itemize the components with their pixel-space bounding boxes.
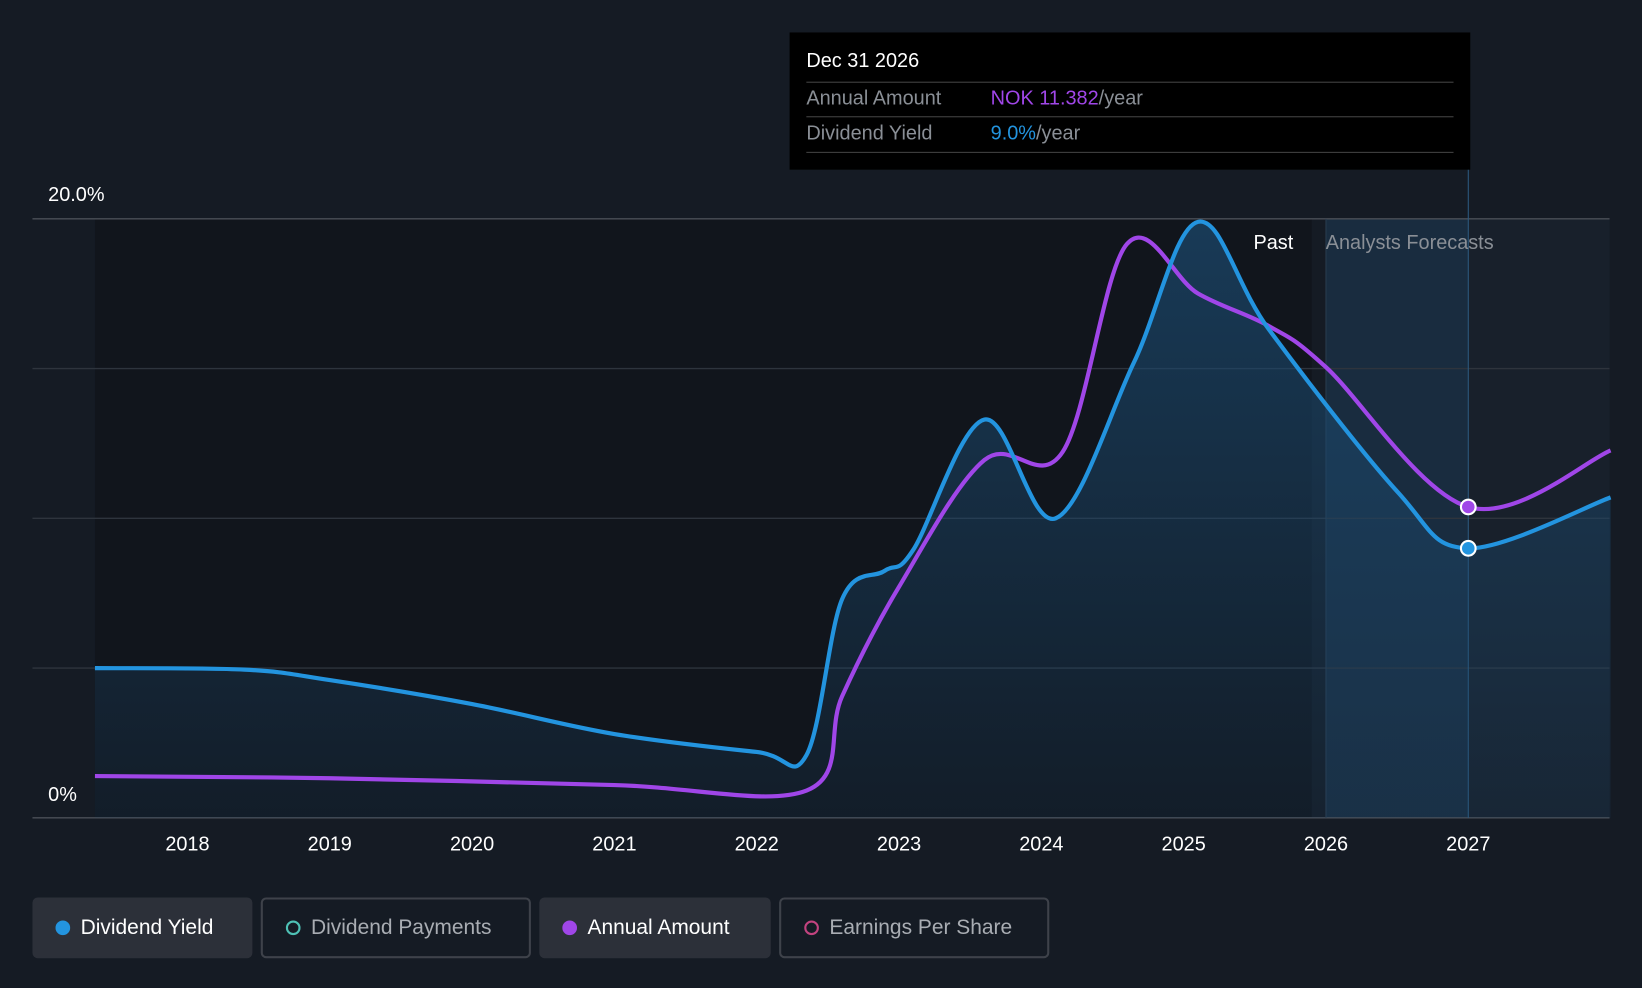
legend-dividend-yield[interactable]: Dividend Yield	[32, 897, 253, 959]
legend: Dividend Yield Dividend Payments Annual …	[32, 897, 1050, 959]
dividend-yield-line	[94, 219, 1612, 769]
x-tick-label: 2026	[1304, 833, 1348, 855]
dividend-yield-area	[94, 221, 1611, 818]
past-label: Past	[1254, 232, 1294, 254]
ring-icon	[285, 920, 301, 936]
legend-earnings-per-share[interactable]: Earnings Per Share	[779, 897, 1050, 959]
y-tick-label: 20.0%	[48, 184, 104, 206]
legend-label: Dividend Payments	[311, 915, 492, 939]
x-tick-label: 2027	[1446, 833, 1490, 855]
legend-label: Earnings Per Share	[829, 915, 1013, 939]
tooltip-row-dividend-yield: Dividend Yield 9.0%/year	[806, 116, 1454, 151]
x-tick-label: 2023	[877, 833, 921, 855]
dividend-yield-marker	[1459, 539, 1477, 557]
tooltip-label: Dividend Yield	[806, 122, 933, 145]
x-tick-label: 2025	[1162, 833, 1206, 855]
legend-annual-amount[interactable]: Annual Amount	[539, 897, 771, 959]
x-tick-label: 2022	[735, 833, 779, 855]
legend-dividend-payments[interactable]: Dividend Payments	[260, 897, 531, 959]
ring-icon	[804, 920, 819, 936]
legend-label: Dividend Yield	[80, 915, 214, 939]
tooltip-suffix: /year	[1098, 87, 1143, 110]
y-tick-label: 0%	[48, 784, 77, 806]
tooltip-date: Dec 31 2026	[806, 50, 920, 73]
annual-amount-line	[94, 235, 1612, 799]
tooltip-value: 9.0%	[990, 122, 1037, 145]
tooltip-row-annual-amount: Annual Amount NOK 11.382/year	[806, 81, 1454, 117]
legend-label: Annual Amount	[587, 915, 730, 939]
tooltip: Dec 31 2026 Annual Amount NOK 11.382/yea…	[789, 32, 1471, 170]
dot-icon	[55, 920, 71, 936]
x-tick-label: 2024	[1019, 833, 1063, 855]
x-tick-label: 2018	[165, 833, 209, 855]
x-tick-label: 2020	[450, 833, 494, 855]
tooltip-value: NOK 11.382	[990, 87, 1099, 110]
tooltip-suffix: /year	[1036, 122, 1081, 145]
x-tick-label: 2019	[308, 833, 352, 855]
dot-icon	[562, 920, 578, 936]
annual-amount-marker	[1459, 498, 1477, 516]
x-tick-label: 2021	[592, 833, 636, 855]
forecast-label: Analysts Forecasts	[1326, 232, 1494, 254]
tooltip-label: Annual Amount	[806, 87, 942, 110]
